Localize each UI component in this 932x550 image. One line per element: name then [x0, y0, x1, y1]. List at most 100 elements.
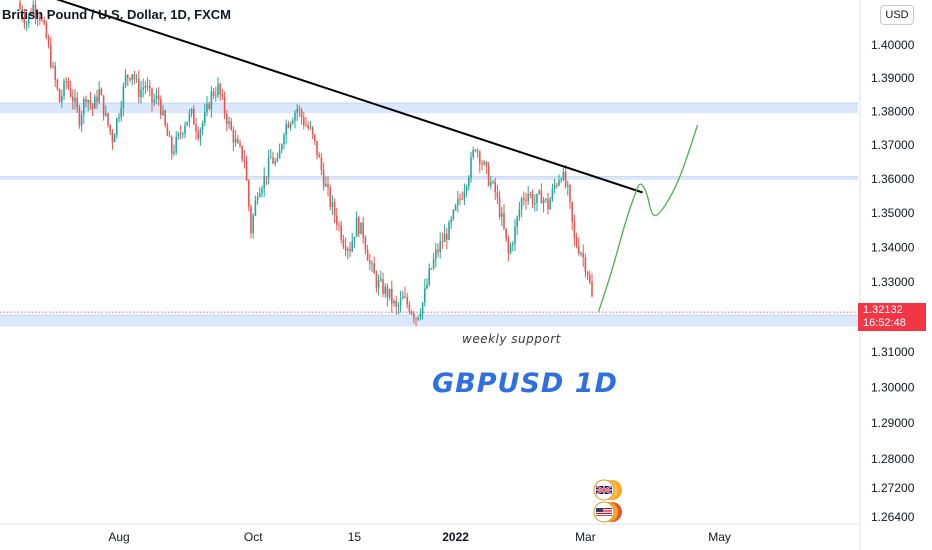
price-tick-label: 1.33000 — [871, 275, 915, 289]
candle-body — [520, 198, 523, 210]
candle-body — [239, 142, 241, 146]
price-tick-label: 1.36000 — [871, 172, 915, 186]
candle-body — [448, 222, 450, 240]
candle-body — [432, 258, 435, 269]
candle-body — [413, 313, 415, 319]
candle-body — [435, 249, 437, 259]
candle-body — [168, 135, 171, 137]
candle-body — [492, 181, 494, 183]
candle-body — [36, 15, 39, 18]
candle-body — [270, 157, 272, 159]
candle-body — [30, 14, 32, 16]
candle-body — [474, 150, 477, 152]
candle-body — [371, 263, 373, 265]
candle-body — [364, 237, 367, 250]
candle-body — [538, 190, 540, 194]
candle-body — [404, 296, 406, 298]
candle-body — [254, 200, 257, 216]
candle-body — [63, 81, 65, 97]
candle-body — [316, 141, 318, 156]
candle-body — [25, 23, 28, 25]
candle-body — [100, 89, 103, 96]
candle-body — [204, 112, 206, 123]
candle-body — [21, 8, 23, 17]
candle-body — [377, 280, 380, 288]
candle-body — [322, 169, 325, 187]
candle-body — [98, 89, 100, 103]
candle-body — [102, 95, 105, 116]
candle-body — [294, 112, 296, 121]
candle-body — [80, 114, 83, 126]
candle-body — [201, 122, 204, 130]
candle-body — [276, 158, 279, 162]
price-tick-label: 1.27200 — [871, 481, 915, 495]
candle-body — [153, 99, 155, 103]
candle-body — [184, 125, 186, 134]
candle-body — [571, 202, 573, 222]
candle-body — [52, 65, 54, 67]
candle-body — [485, 161, 488, 167]
symbol-title[interactable]: British Pound / U.S. Dollar, 1D, FXCM — [2, 7, 231, 22]
candle-body — [265, 176, 268, 178]
candle-body — [518, 209, 521, 217]
candle-body — [311, 127, 314, 135]
candle-body — [481, 163, 483, 165]
candle-body — [314, 134, 316, 142]
candle-body — [461, 198, 463, 200]
candle-body — [569, 185, 571, 203]
candle-body — [470, 156, 472, 178]
candle-body — [87, 100, 89, 103]
candle-body — [457, 198, 459, 205]
candle-body — [245, 160, 248, 181]
candle-body — [375, 273, 378, 288]
candle-body — [358, 217, 360, 235]
candle-body — [144, 86, 147, 88]
candle-body — [560, 179, 562, 181]
flag-coins-logo — [593, 479, 622, 523]
candle-body — [329, 187, 331, 207]
candle-body — [380, 279, 382, 281]
current-price-tag: 1.32132 16:52:48 — [858, 303, 926, 331]
candle-body — [388, 288, 391, 298]
candle-body — [133, 74, 136, 80]
candle-body — [116, 118, 118, 135]
candle-body — [415, 318, 417, 320]
candle-body — [349, 248, 351, 252]
candle-body — [107, 113, 109, 125]
candle-body — [384, 286, 386, 294]
candle-body — [421, 302, 424, 314]
candle-body — [490, 182, 492, 186]
candle-body — [76, 97, 78, 108]
candle-body — [305, 125, 307, 127]
candle-body — [248, 180, 250, 207]
candle-body — [342, 239, 345, 247]
candle-body — [529, 193, 532, 195]
candle-body — [325, 183, 327, 187]
candle-body — [162, 110, 164, 115]
candle-body — [549, 199, 551, 210]
candle-body — [320, 157, 323, 170]
candle-body — [391, 288, 393, 304]
candle-body — [281, 144, 283, 151]
time-tick-label: 15 — [348, 530, 362, 544]
candle-body — [263, 176, 265, 189]
candle-body — [498, 197, 501, 217]
support-annotation: weekly support — [462, 332, 561, 346]
candle-body — [67, 81, 70, 88]
candle-body — [586, 272, 589, 276]
candle-body — [417, 317, 419, 320]
candle-body — [439, 241, 441, 252]
currency-badge[interactable]: USD — [880, 5, 914, 25]
candle-body — [446, 233, 448, 240]
candle-body — [406, 297, 408, 305]
candle-body — [226, 113, 228, 124]
candle-body — [173, 151, 175, 154]
candle-body — [589, 275, 591, 283]
price-tick-label: 1.37000 — [871, 138, 915, 152]
candle-body — [54, 65, 56, 80]
candle-body — [468, 177, 470, 187]
drawings — [56, 0, 699, 312]
candle-body — [514, 226, 516, 244]
candle-body — [366, 249, 369, 261]
